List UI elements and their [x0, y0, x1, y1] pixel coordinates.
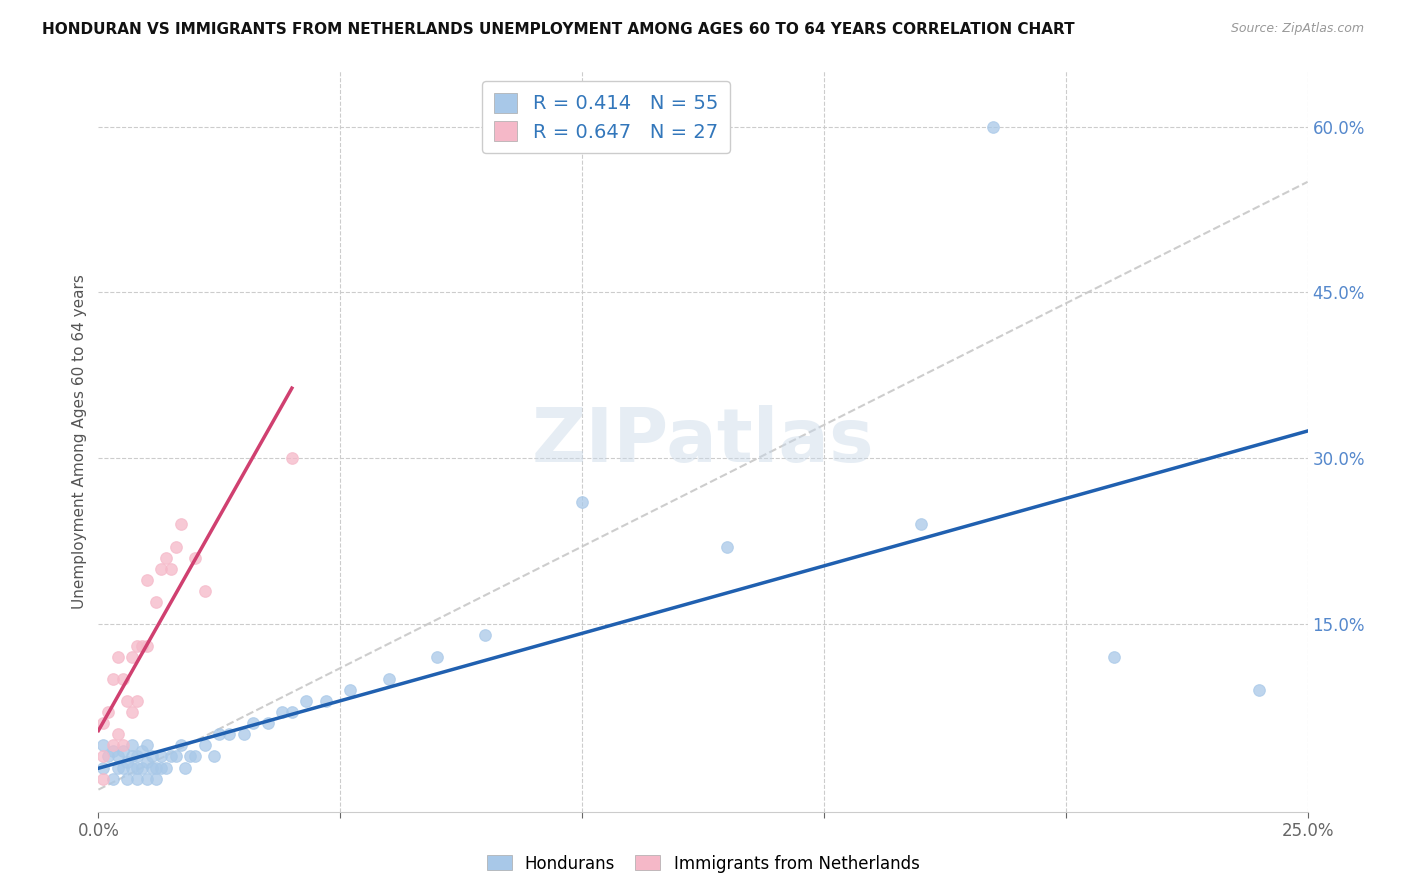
Point	[716, 540, 738, 554]
Point	[111, 744, 134, 758]
Point	[184, 749, 207, 764]
Point	[127, 760, 149, 774]
Point	[97, 706, 120, 720]
Legend: Hondurans, Immigrants from Netherlands: Hondurans, Immigrants from Netherlands	[479, 848, 927, 880]
Point	[155, 760, 177, 774]
Point	[101, 744, 124, 758]
Point	[271, 706, 294, 720]
Point	[474, 628, 496, 642]
Point	[111, 672, 134, 686]
Point	[135, 755, 157, 769]
Point	[377, 672, 399, 686]
Point	[281, 706, 304, 720]
Point	[165, 749, 187, 764]
Point	[155, 550, 177, 565]
Point	[981, 120, 1004, 134]
Point	[1249, 683, 1271, 698]
Point	[204, 749, 226, 764]
Point	[165, 540, 187, 554]
Point	[121, 706, 143, 720]
Point	[145, 760, 167, 774]
Point	[160, 561, 183, 575]
Point	[194, 583, 217, 598]
Point	[117, 772, 139, 786]
Point	[131, 760, 153, 774]
Text: ZIPatlas: ZIPatlas	[531, 405, 875, 478]
Point	[91, 716, 114, 731]
Point	[141, 760, 163, 774]
Point	[339, 683, 361, 698]
Point	[145, 772, 167, 786]
Point	[101, 739, 124, 753]
Point	[169, 517, 191, 532]
Point	[150, 561, 173, 575]
Y-axis label: Unemployment Among Ages 60 to 64 years: Unemployment Among Ages 60 to 64 years	[72, 274, 87, 609]
Point	[179, 749, 201, 764]
Point	[127, 749, 149, 764]
Point	[121, 749, 143, 764]
Point	[160, 749, 183, 764]
Point	[242, 716, 264, 731]
Point	[101, 772, 124, 786]
Point	[1102, 650, 1125, 665]
Point	[571, 495, 593, 509]
Point	[174, 760, 197, 774]
Point	[295, 694, 318, 708]
Point	[281, 451, 304, 466]
Point	[184, 550, 207, 565]
Point	[135, 739, 157, 753]
Point	[315, 694, 337, 708]
Point	[127, 694, 149, 708]
Point	[218, 727, 240, 741]
Point	[135, 639, 157, 653]
Point	[117, 755, 139, 769]
Point	[97, 749, 120, 764]
Point	[127, 639, 149, 653]
Point	[121, 650, 143, 665]
Point	[111, 760, 134, 774]
Point	[107, 727, 129, 741]
Text: Source: ZipAtlas.com: Source: ZipAtlas.com	[1230, 22, 1364, 36]
Point	[91, 749, 114, 764]
Point	[101, 672, 124, 686]
Point	[91, 739, 114, 753]
Point	[150, 760, 173, 774]
Legend: R = 0.414   N = 55, R = 0.647   N = 27: R = 0.414 N = 55, R = 0.647 N = 27	[482, 81, 730, 153]
Point	[91, 760, 114, 774]
Point	[141, 749, 163, 764]
Point	[150, 749, 173, 764]
Point	[194, 739, 217, 753]
Point	[208, 727, 231, 741]
Point	[111, 739, 134, 753]
Point	[107, 749, 129, 764]
Point	[91, 772, 114, 786]
Point	[131, 744, 153, 758]
Point	[117, 694, 139, 708]
Text: HONDURAN VS IMMIGRANTS FROM NETHERLANDS UNEMPLOYMENT AMONG AGES 60 TO 64 YEARS C: HONDURAN VS IMMIGRANTS FROM NETHERLANDS …	[42, 22, 1074, 37]
Point	[121, 739, 143, 753]
Point	[107, 760, 129, 774]
Point	[127, 772, 149, 786]
Point	[426, 650, 449, 665]
Point	[169, 739, 191, 753]
Point	[135, 573, 157, 587]
Point	[107, 650, 129, 665]
Point	[121, 760, 143, 774]
Point	[131, 639, 153, 653]
Point	[145, 595, 167, 609]
Point	[135, 772, 157, 786]
Point	[232, 727, 254, 741]
Point	[910, 517, 932, 532]
Point	[256, 716, 278, 731]
